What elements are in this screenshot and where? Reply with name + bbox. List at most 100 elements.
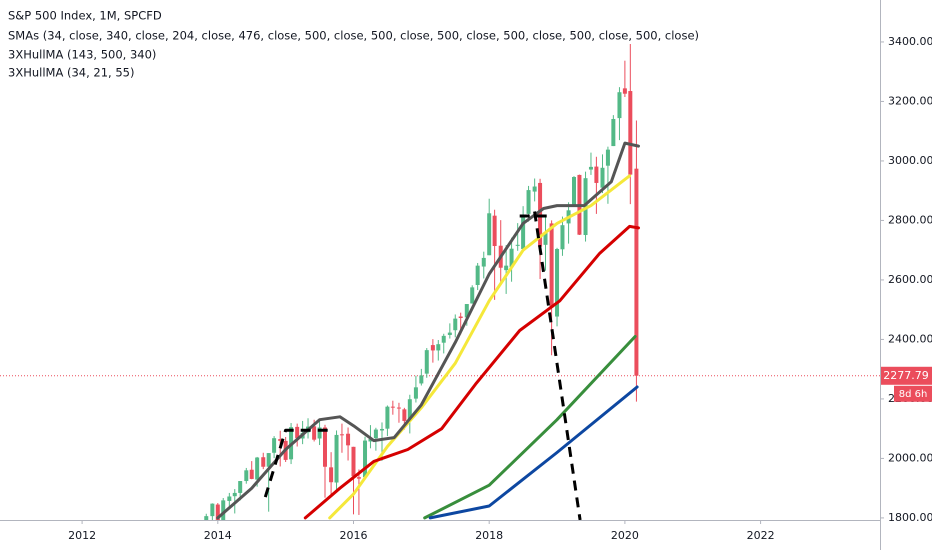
candle-body <box>244 470 249 482</box>
x-tick-label: 2016 <box>339 529 367 542</box>
candle-body <box>317 427 322 439</box>
y-tick-label: 3400.00 <box>888 35 932 48</box>
candle-body <box>622 88 627 94</box>
candle-body <box>221 500 226 520</box>
candle-body <box>413 387 418 399</box>
candle-body <box>373 429 378 439</box>
candle-body <box>549 223 554 308</box>
candle-body <box>329 467 334 483</box>
candle-body <box>204 516 209 520</box>
candle-body <box>334 434 339 483</box>
y-tick-label: 2000.00 <box>888 451 932 464</box>
candle-body <box>351 446 356 477</box>
candle-body <box>521 215 526 249</box>
indicator-line <box>263 211 582 520</box>
candle-body <box>458 316 463 319</box>
x-tick-label: 2018 <box>475 529 503 542</box>
candle-body <box>385 406 390 429</box>
candle-body <box>266 453 271 467</box>
candle-body <box>339 434 344 436</box>
x-tick-label: 2020 <box>611 529 639 542</box>
y-tick-label: 2400.00 <box>888 332 932 345</box>
candle-body <box>600 167 605 188</box>
candle-body <box>436 344 441 351</box>
candle-body <box>628 91 633 175</box>
last-price-label: 2277.79 <box>883 369 929 382</box>
indicator-line <box>303 224 640 520</box>
candle-body <box>588 166 593 170</box>
candle-body <box>238 481 243 493</box>
candle-body <box>390 406 395 408</box>
candle-body <box>322 427 327 467</box>
y-tick-label: 2600.00 <box>888 273 932 286</box>
candle-body <box>453 318 458 331</box>
candle-body <box>272 438 277 453</box>
candle-body <box>356 477 361 479</box>
candle-body <box>470 287 475 304</box>
candle-body <box>504 265 509 271</box>
x-tick-label: 2022 <box>747 529 775 542</box>
candle-body <box>419 375 424 384</box>
indicator-line <box>423 335 637 520</box>
candle-body <box>396 407 401 409</box>
y-tick-label: 3200.00 <box>888 94 932 107</box>
candle-body <box>560 225 565 250</box>
candle-body <box>430 345 435 351</box>
candle-body <box>509 248 514 268</box>
candle-body <box>261 457 266 467</box>
candle-body <box>611 118 616 147</box>
countdown-box <box>894 385 932 402</box>
candle-body <box>312 426 317 440</box>
countdown-label: 8d 6h <box>899 389 928 400</box>
candle-body <box>515 244 520 246</box>
candle-body <box>402 409 407 421</box>
candle-body <box>487 213 492 256</box>
indicator-label: 3XHullMA (34, 21, 55) <box>8 66 134 80</box>
indicator-line <box>328 174 632 520</box>
candle-body <box>532 186 537 192</box>
candle-body <box>526 190 531 214</box>
y-tick-label: 3000.00 <box>888 154 932 167</box>
candle-body <box>368 439 373 442</box>
indicator-label: SMAs (34, close, 340, close, 204, close,… <box>8 29 699 43</box>
candle-body <box>464 304 469 318</box>
indicator-line <box>216 141 640 520</box>
x-tick-label: 2014 <box>204 529 232 542</box>
candle-body <box>492 215 497 247</box>
candle-body <box>555 248 560 317</box>
candle-body <box>227 496 232 501</box>
candle-body <box>407 399 412 421</box>
candle-body <box>475 265 480 285</box>
candle-body <box>481 257 486 267</box>
candle-body <box>424 350 429 374</box>
candle-body <box>346 433 351 446</box>
candle-body <box>295 426 300 439</box>
indicator-line <box>428 385 639 520</box>
candle-body <box>232 492 237 497</box>
candle-body <box>447 332 452 335</box>
candle-body <box>379 428 384 431</box>
candle-body <box>583 178 588 236</box>
candle-body <box>634 168 639 376</box>
candle-body <box>255 457 260 480</box>
candle-body <box>572 177 577 207</box>
indicator-label: 3XHullMA (143, 500, 340) <box>8 48 156 62</box>
y-tick-label: 2800.00 <box>888 213 932 226</box>
candle-body <box>249 469 254 479</box>
candle-body <box>605 149 610 166</box>
candle-body <box>363 440 368 478</box>
candle-body <box>210 503 215 517</box>
plot-area <box>0 44 880 520</box>
candle-body <box>543 232 548 245</box>
candle-body <box>278 439 283 441</box>
candle-body <box>617 92 622 119</box>
x-tick-label: 2012 <box>68 529 96 542</box>
last-price-box <box>881 366 932 385</box>
chart-title: S&P 500 Index, 1M, SPCFD <box>8 9 162 23</box>
candle-body <box>594 166 599 183</box>
candle-body <box>441 335 446 343</box>
y-tick-label: 1800.00 <box>888 511 932 524</box>
candle-body <box>215 504 220 520</box>
